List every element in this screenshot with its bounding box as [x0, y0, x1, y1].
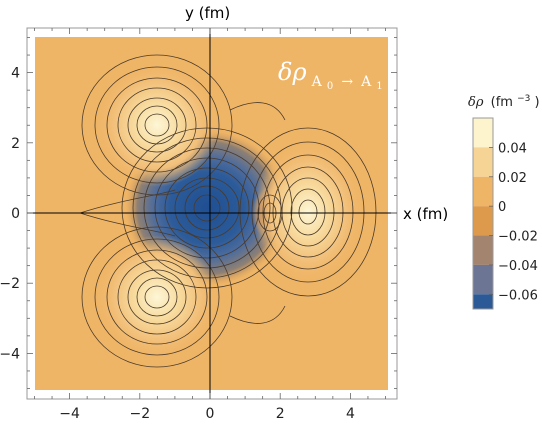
colorbar-band: [473, 264, 493, 295]
colorbar-frame: [472, 117, 494, 310]
colorbar-band: [473, 147, 493, 177]
contour-lines: [79, 54, 377, 368]
x-axis-title: x (fm): [403, 205, 448, 223]
y-tick-label: 4: [11, 66, 20, 82]
colorbar-title-symbol: δρ: [468, 95, 484, 110]
y-tick-label: −4: [0, 346, 20, 362]
right-lobe-fill: [253, 142, 363, 282]
colorbar-title-exp: −3: [517, 94, 530, 104]
annotation-sub-from-index: 0: [327, 81, 333, 92]
colorbar-band: [473, 235, 493, 265]
colorbar-title: δρ (fm −3 ): [468, 90, 540, 110]
colorbar-title-unit: (fm: [491, 95, 513, 110]
colorbar-band: [473, 176, 493, 207]
x-tick-label: 4: [346, 406, 355, 422]
y-axis-title: y (fm): [185, 4, 230, 22]
colorbar-tick-label: 0.04: [498, 141, 527, 156]
colorbar-tick-label: 0.02: [498, 171, 527, 186]
annotation-symbol: δρ: [278, 58, 307, 86]
colorbar-tick-label: −0.06: [498, 288, 538, 303]
colorbar-band: [473, 118, 493, 148]
colorbar-title-close: ): [535, 95, 540, 110]
colorbar-tick-label: −0.04: [498, 259, 538, 274]
y-tick-label: −2: [0, 276, 20, 292]
colorbar-band: [473, 294, 493, 309]
x-tick-label: 0: [206, 406, 215, 422]
colorbar-ticks: 0.04 0.02 0 −0.02 −0.04 −0.06: [489, 141, 538, 303]
annotation-sub-from: A: [311, 74, 323, 90]
annotation-sub-to: A: [360, 74, 372, 90]
y-tick-label: 2: [11, 136, 20, 152]
annotation-sub-to-index: 1: [376, 81, 382, 92]
colorbar-tick-label: −0.02: [498, 230, 538, 245]
colorbar-bands: [473, 118, 493, 309]
lower-left-lobe-fill: [95, 235, 219, 359]
x-tick-label: −2: [129, 406, 150, 422]
x-tick-label: 2: [276, 406, 285, 422]
colorbar-tick-label: 0: [498, 200, 506, 215]
upper-left-lobe-fill: [95, 63, 219, 187]
density-layer: [79, 54, 377, 368]
y-tick-label: 0: [11, 206, 20, 222]
annotation-arrow: →: [341, 74, 353, 90]
x-tick-label: −4: [59, 406, 80, 422]
colorbar-band: [473, 206, 493, 236]
colorbar: δρ (fm −3 ) 0.04 0.02 0 −0.02 −0.04 −0.06: [468, 90, 540, 310]
axis-ticks: −4 −2 0 2 4 −4 −2 0 2 4: [0, 28, 397, 422]
plot-annotation: δρ A 0 → A 1: [278, 58, 383, 93]
